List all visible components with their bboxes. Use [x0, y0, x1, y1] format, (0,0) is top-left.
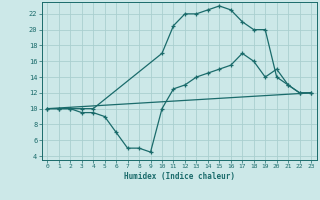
X-axis label: Humidex (Indice chaleur): Humidex (Indice chaleur) — [124, 172, 235, 181]
